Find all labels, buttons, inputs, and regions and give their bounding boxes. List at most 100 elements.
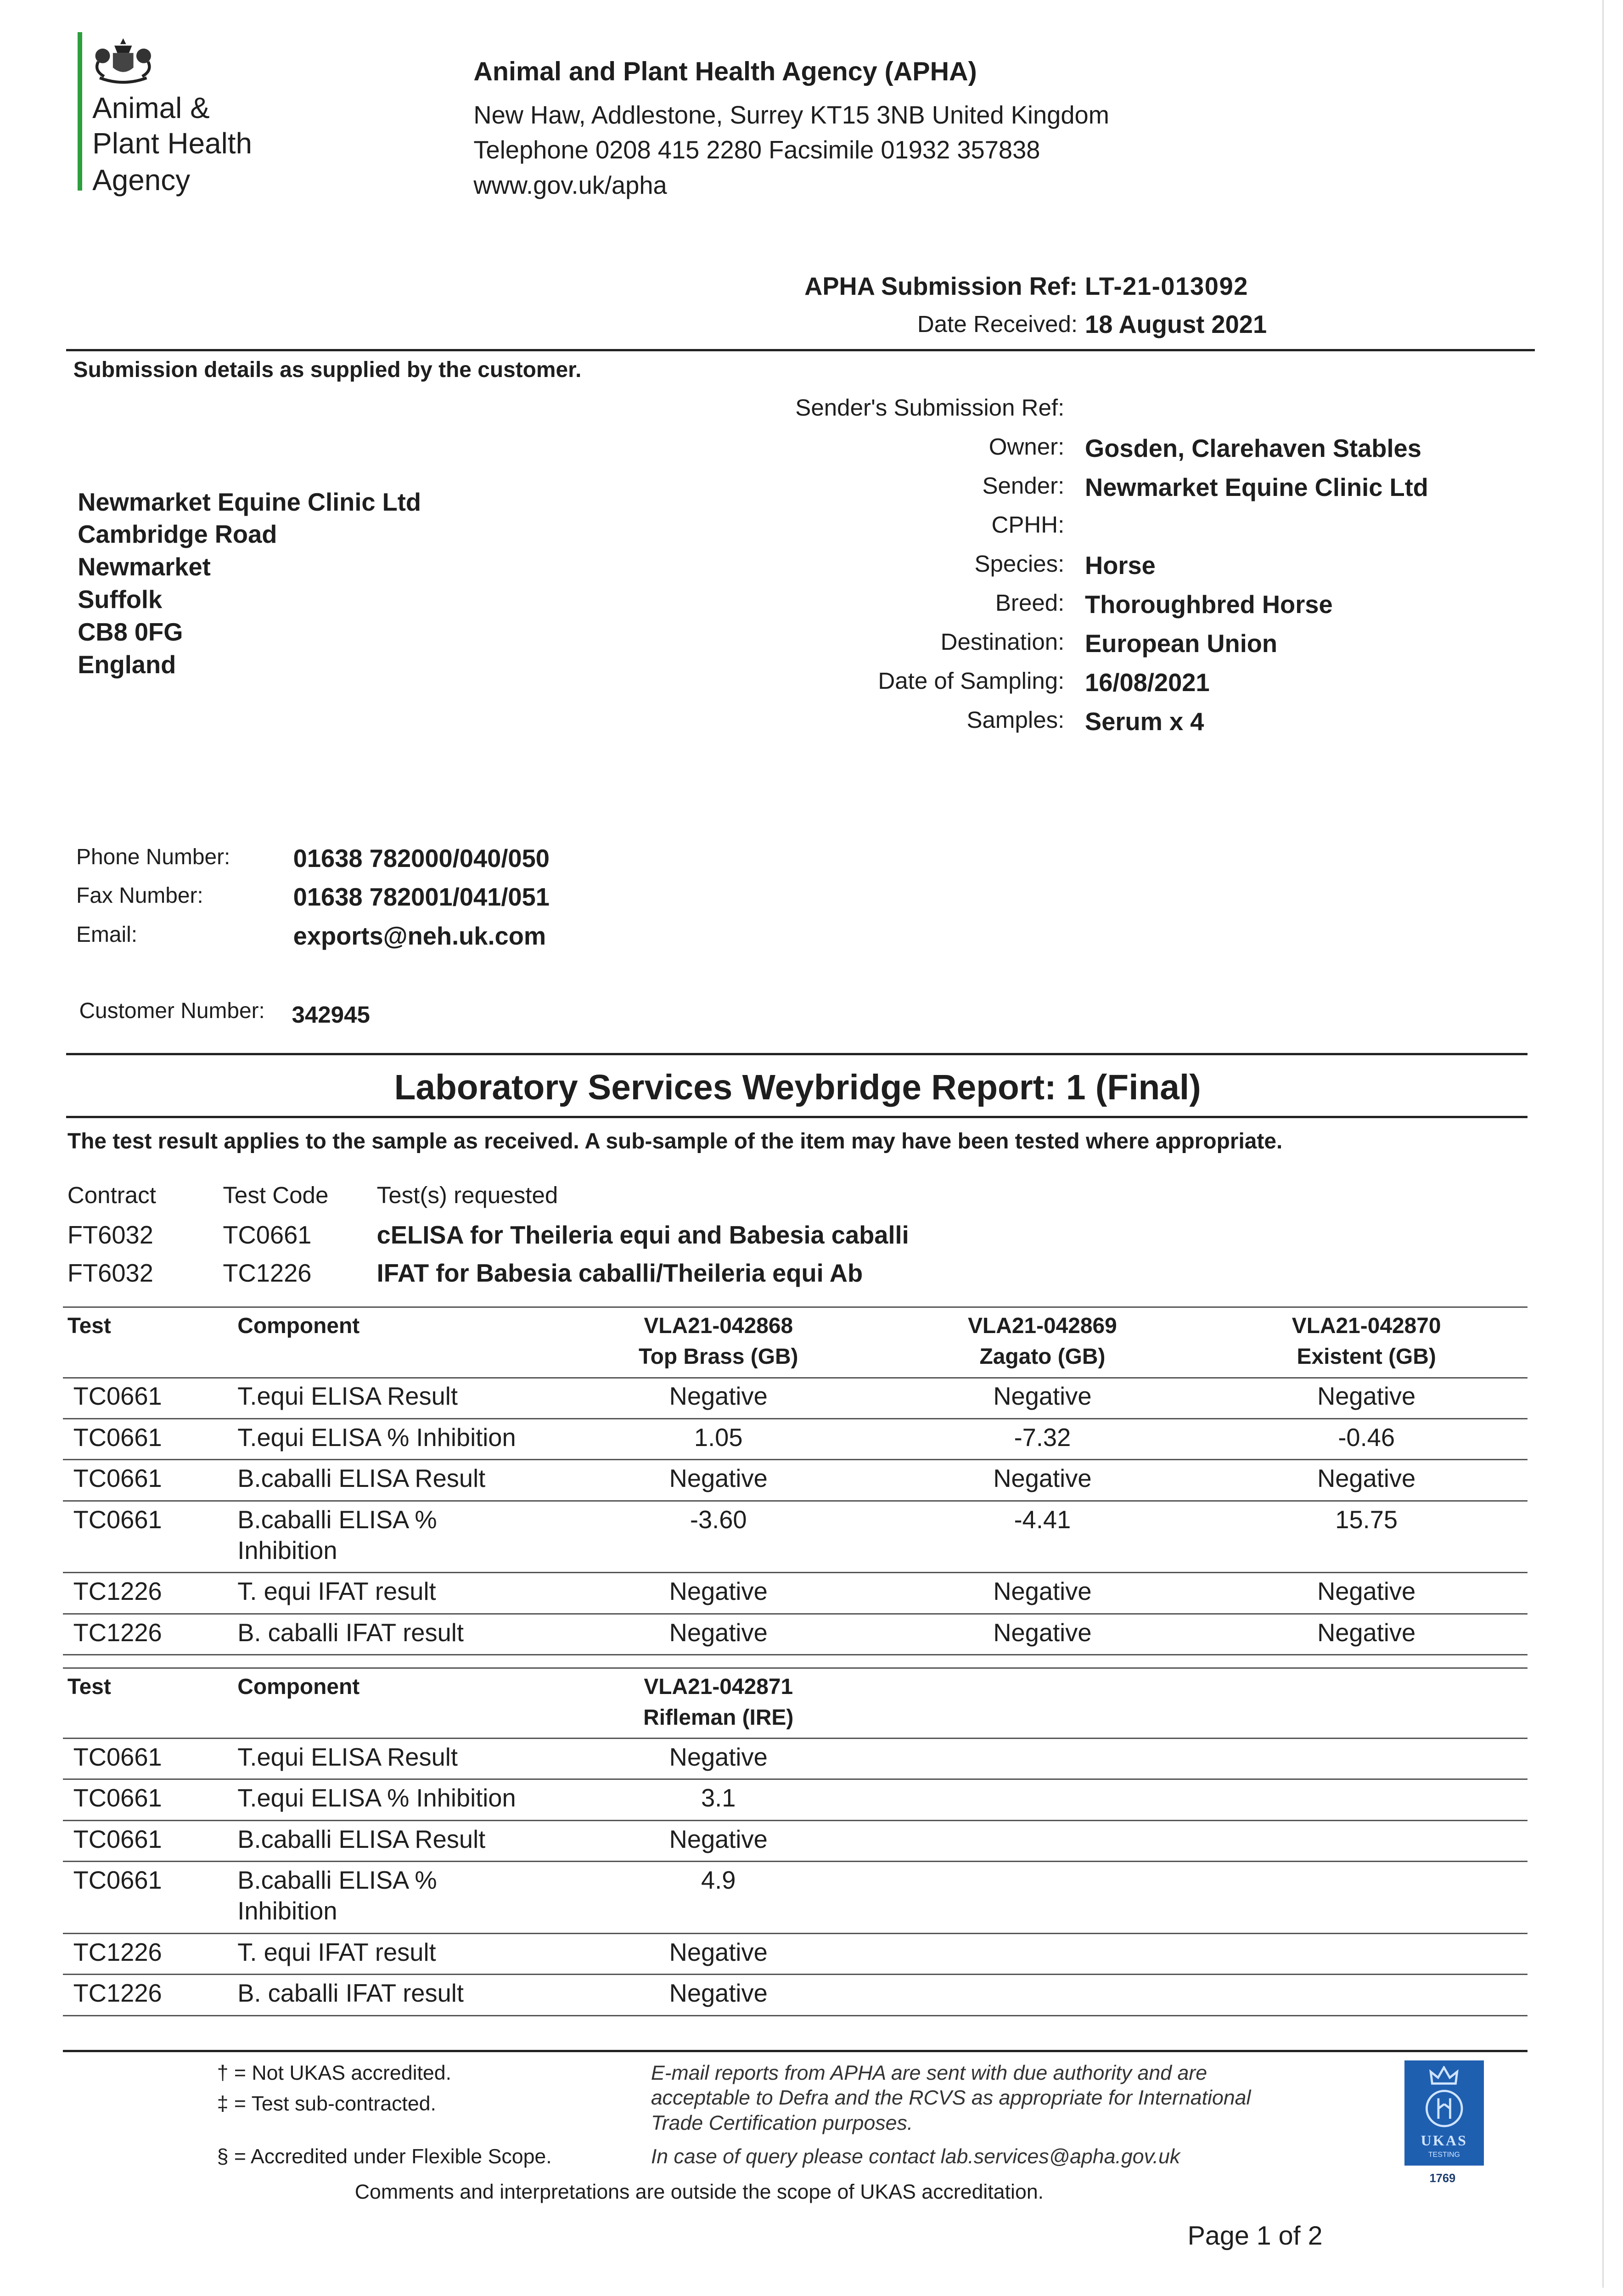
sample-id: VLA21-042870: [1292, 1314, 1441, 1339]
cell-result: 4.9: [701, 1866, 736, 1895]
cell-component: B.caballi ELISA Result: [237, 1464, 486, 1493]
email-note-line1: E-mail reports from APHA are sent with d…: [651, 2061, 1207, 2084]
cell-result: Negative: [1317, 1618, 1416, 1647]
divider: [63, 1974, 1528, 1975]
cell-result: -0.46: [1338, 1423, 1395, 1452]
cell-test: TC1226: [73, 1938, 162, 1966]
ukas-comment: Comments and interpretations are outside…: [354, 2180, 1044, 2203]
cell-test: TC0661: [73, 1505, 162, 1534]
cell-component: Inhibition: [237, 1897, 337, 1925]
cell-component: T. equi IFAT result: [237, 1938, 436, 1966]
cell-component: Inhibition: [237, 1536, 337, 1564]
requested-header: Contract: [67, 1182, 156, 1208]
cell-result: Negative: [669, 1979, 768, 2008]
detail-label: Samples:: [966, 706, 1065, 733]
royal-coat-of-arms-icon: [95, 38, 151, 84]
disclaimer: The test result applies to the sample as…: [67, 1129, 1283, 1154]
sample-id: VLA21-042868: [644, 1314, 793, 1339]
divider: [63, 1613, 1528, 1615]
ukas-roundel-icon: [1425, 2090, 1463, 2127]
detail-value: Serum x 4: [1085, 707, 1204, 736]
requested-cell: FT6032: [67, 1221, 153, 1249]
cell-test: TC0661: [73, 1464, 162, 1493]
report-title-text: Laboratory Services Weybridge Report: 1 …: [394, 1068, 1201, 1108]
agency-name: Animal and Plant Health Agency (APHA): [473, 56, 977, 86]
divider: [63, 1306, 1528, 1308]
detail-label: Date of Sampling:: [878, 667, 1065, 694]
divider: [66, 1052, 1528, 1055]
column-header-component: Component: [237, 1674, 360, 1699]
cell-result: -3.60: [690, 1505, 747, 1534]
cell-result: Negative: [993, 1577, 1092, 1606]
cell-test: TC1226: [73, 1577, 162, 1606]
divider: [63, 1500, 1528, 1502]
cell-component: B. caballi IFAT result: [237, 1979, 464, 2008]
address-line: Cambridge Road: [78, 520, 277, 549]
agency-website: www.gov.uk/apha: [473, 171, 667, 199]
column-header-test: Test: [67, 1674, 111, 1699]
cell-component: T.equi ELISA Result: [237, 1743, 458, 1772]
cell-test: TC0661: [73, 1743, 162, 1772]
cell-result: Negative: [993, 1618, 1092, 1647]
logo-text-line2: Plant Health: [92, 127, 253, 160]
sample-id: VLA21-042871: [644, 1674, 793, 1699]
cell-result: -7.32: [1014, 1423, 1071, 1452]
detail-label: Owner:: [988, 433, 1065, 460]
divider: [63, 1932, 1528, 1934]
customer-number-value: 342945: [292, 1002, 370, 1028]
contact-label: Phone Number:: [76, 844, 230, 869]
detail-value: Gosden, Clarehaven Stables: [1085, 434, 1421, 463]
cell-test: TC0661: [73, 1423, 162, 1452]
cell-result: 1.05: [694, 1423, 743, 1452]
detail-label: CPHH:: [991, 512, 1065, 538]
column-header-component: Component: [237, 1314, 360, 1339]
sample-name: Rifleman (IRE): [643, 1705, 794, 1730]
sample-name: Existent (GB): [1297, 1345, 1436, 1369]
requested-cell: IFAT for Babesia caballi/Theileria equi …: [376, 1259, 863, 1288]
cell-result: Negative: [993, 1464, 1092, 1493]
requested-cell: FT6032: [67, 1259, 153, 1288]
detail-value: Thoroughbred Horse: [1085, 591, 1333, 619]
cell-component: B.caballi ELISA %: [237, 1505, 437, 1534]
contact-label: Fax Number:: [76, 884, 203, 908]
footnote-not-accredited: † = Not UKAS accredited.: [217, 2061, 452, 2084]
contact-value: exports@neh.uk.com: [293, 922, 546, 950]
detail-value: 16/08/2021: [1085, 668, 1210, 697]
detail-value: Horse: [1085, 551, 1156, 580]
date-received-value: 18 August 2021: [1085, 310, 1267, 339]
submission-ref-value: LT-21-013092: [1085, 272, 1249, 301]
logo-text-line1: Animal &: [92, 91, 210, 125]
cell-test: TC0661: [73, 1784, 162, 1812]
divider: [63, 2015, 1528, 2016]
requested-header: Test Code: [223, 1182, 329, 1208]
detail-label: Species:: [974, 550, 1065, 577]
sample-name: Top Brass (GB): [638, 1345, 798, 1369]
cell-test: TC1226: [73, 1618, 162, 1647]
sample-id: VLA21-042869: [968, 1314, 1117, 1339]
page-number: Page 1 of 2: [1187, 2221, 1323, 2251]
footnote-flexible-scope: § = Accredited under Flexible Scope.: [217, 2145, 552, 2168]
divider: [63, 1667, 1528, 1669]
cell-component: B.caballi ELISA Result: [237, 1825, 486, 1853]
email-note-line3: Trade Certification purposes.: [651, 2111, 913, 2134]
divider: [63, 1459, 1528, 1461]
cell-component: B. caballi IFAT result: [237, 1618, 464, 1647]
agency-address: New Haw, Addlestone, Surrey KT15 3NB Uni…: [473, 101, 1109, 129]
address-line: England: [78, 651, 176, 679]
query-note: In case of query please contact lab.serv…: [651, 2145, 1180, 2168]
divider: [63, 1654, 1528, 1656]
ukas-logo-sub: TESTING: [1428, 2150, 1460, 2159]
date-received-label: Date Received:: [917, 311, 1078, 338]
requested-cell: TC1226: [223, 1259, 312, 1288]
crown-icon: [1429, 2066, 1459, 2085]
ukas-logo-text: UKAS: [1421, 2133, 1468, 2149]
detail-label: Sender's Submission Ref:: [795, 394, 1065, 421]
address-line: Newmarket Equine Clinic Ltd: [78, 488, 421, 516]
cell-result: Negative: [669, 1464, 768, 1493]
cell-result: -4.41: [1014, 1505, 1071, 1534]
contact-value: 01638 782001/041/051: [293, 883, 550, 912]
ukas-number: 1769: [1429, 2172, 1456, 2185]
requested-cell: TC0661: [223, 1221, 312, 1249]
detail-label: Sender:: [982, 473, 1065, 499]
